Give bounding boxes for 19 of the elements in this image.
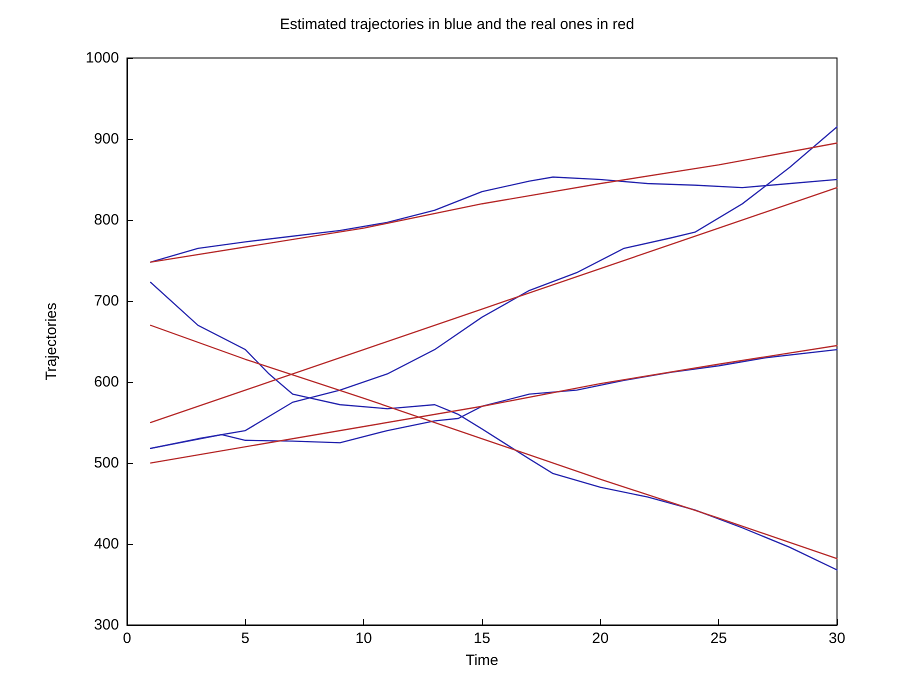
y-tick-label: 800 (94, 212, 119, 228)
y-axis-title: Trajectories (43, 302, 60, 380)
y-tick-label: 400 (94, 536, 119, 552)
y-tick-label: 500 (94, 454, 119, 472)
chart-title: Estimated trajectories in blue and the real ones in red (280, 16, 634, 33)
y-tick-label: 600 (94, 374, 119, 390)
x-tick-label: 10 (355, 630, 372, 647)
x-tick-label: 15 (474, 630, 490, 647)
x-tick-label: 5 (241, 630, 250, 647)
x-tick-label: 25 (710, 630, 728, 647)
x-tick-label: 20 (592, 630, 609, 647)
y-tick-label: 300 (94, 616, 119, 634)
y-tick-label: 1000 (86, 50, 119, 66)
y-tick-label: 900 (94, 130, 119, 148)
x-tick-label: 30 (828, 630, 846, 647)
x-axis-title: Time (466, 652, 498, 669)
x-tick-label: 0 (122, 630, 132, 647)
line-series (150, 142, 838, 263)
y-tick-label: 700 (94, 292, 119, 310)
